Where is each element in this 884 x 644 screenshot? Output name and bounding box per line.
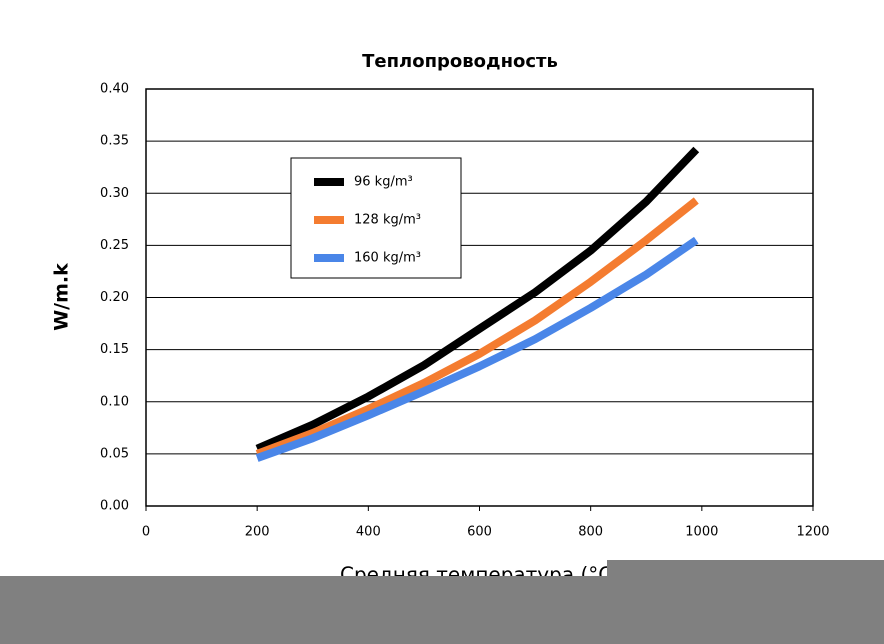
plot-frame bbox=[145, 88, 814, 507]
series-line bbox=[255, 236, 699, 462]
x-tick-label: 400 bbox=[356, 525, 381, 540]
legend-label: 128 kg/m³ bbox=[354, 213, 421, 228]
x-tick-label: 800 bbox=[578, 525, 603, 540]
y-tick-label: 0.20 bbox=[100, 290, 129, 305]
overlay bbox=[0, 576, 884, 644]
x-tick-label: 600 bbox=[467, 525, 492, 540]
legend-label: 160 kg/m³ bbox=[354, 251, 421, 266]
overlay bbox=[607, 560, 884, 580]
y-tick-label: 0.00 bbox=[100, 499, 129, 514]
chart-title: Теплопроводность bbox=[362, 51, 558, 72]
legend-label: 96 kg/m³ bbox=[354, 175, 413, 190]
y-tick-label: 0.15 bbox=[100, 342, 129, 357]
y-tick-label: 0.10 bbox=[100, 394, 129, 409]
series-line bbox=[255, 197, 699, 458]
y-tick-label: 0.35 bbox=[100, 134, 129, 149]
y-axis-label: W/m.k bbox=[51, 263, 73, 331]
series-line bbox=[255, 146, 700, 453]
x-tick-label: 200 bbox=[245, 525, 270, 540]
y-tick-label: 0.25 bbox=[100, 238, 129, 253]
x-tick-label: 0 bbox=[142, 525, 150, 540]
x-tick-label: 1200 bbox=[796, 525, 829, 540]
y-tick-label: 0.05 bbox=[100, 446, 129, 461]
x-tick-label: 1000 bbox=[685, 525, 718, 540]
y-tick-label: 0.40 bbox=[100, 82, 129, 97]
y-tick-label: 0.30 bbox=[100, 186, 129, 201]
